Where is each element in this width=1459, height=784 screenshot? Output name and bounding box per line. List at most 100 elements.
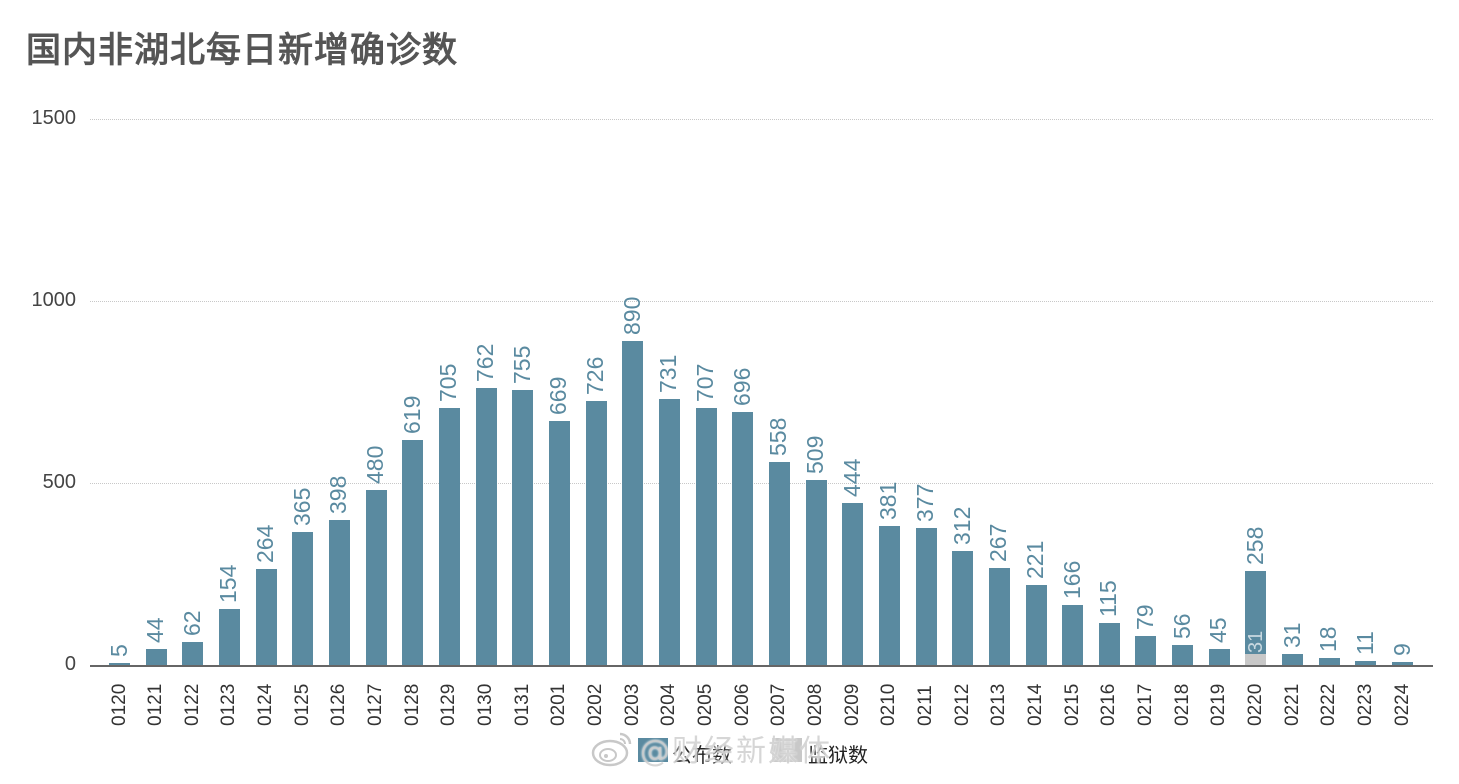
- legend-swatch-published: [638, 738, 668, 762]
- x-tick-label-0223: 0223: [1355, 683, 1376, 726]
- bar-0224: [1392, 661, 1413, 665]
- gridline: [90, 483, 1433, 484]
- data-label-0124: 264: [252, 524, 278, 563]
- bar-0222: [1319, 658, 1340, 665]
- bar-0123: [219, 608, 240, 665]
- bar-0210: [879, 526, 900, 665]
- x-tick-label-0124: 0124: [255, 683, 276, 726]
- x-tick-label-0129: 0129: [438, 683, 459, 726]
- x-tick-label-0126: 0126: [328, 683, 349, 726]
- x-tick-label-0130: 0130: [475, 683, 496, 726]
- bar-0217: [1135, 636, 1156, 665]
- bar-0120: [109, 663, 130, 665]
- x-tick-label-0213: 0213: [988, 683, 1009, 726]
- bar-0219: [1209, 648, 1230, 665]
- x-tick-label-0202: 0202: [585, 683, 606, 726]
- bar-0208: [806, 479, 827, 665]
- bar-0207: [769, 461, 790, 665]
- x-tick-label-0205: 0205: [695, 683, 716, 726]
- y-tick-label: 1000: [31, 289, 77, 311]
- data-label-0221: 31: [1279, 622, 1305, 648]
- weibo-logo-icon: [591, 732, 632, 767]
- data-label-0211: 377: [912, 483, 938, 522]
- x-tick-label-0121: 0121: [145, 683, 166, 726]
- bar-0204: [659, 398, 680, 665]
- bar-0126: [329, 520, 350, 665]
- y-tick-label: 1500: [31, 107, 77, 129]
- prison-label-0220: 31: [1245, 630, 1267, 653]
- data-label-0214: 221: [1022, 540, 1048, 579]
- data-label-0213: 267: [985, 523, 1011, 562]
- bar-0131: [512, 390, 533, 665]
- x-tick-label-0218: 0218: [1172, 683, 1193, 726]
- x-tick-label-0203: 0203: [622, 683, 643, 726]
- x-tick-label-0122: 0122: [182, 683, 203, 726]
- x-tick-label-0211: 0211: [915, 685, 936, 726]
- bar-0223: [1355, 660, 1376, 665]
- legend-label-published: 公布数: [672, 743, 732, 767]
- x-tick-label-0209: 0209: [842, 683, 863, 726]
- bar-0128: [402, 439, 423, 665]
- x-tick-label-0201: 0201: [548, 683, 569, 726]
- x-tick-label-0207: 0207: [768, 683, 789, 726]
- bar-0213: [989, 567, 1010, 665]
- data-label-0201: 669: [545, 376, 571, 415]
- data-label-0125: 365: [289, 487, 315, 526]
- bar-0203: [622, 341, 643, 665]
- gridline: [90, 119, 1433, 120]
- data-label-0216: 115: [1095, 580, 1121, 617]
- x-tick-label-0131: 0131: [512, 683, 533, 726]
- bar-0215: [1062, 604, 1083, 665]
- data-label-0209: 444: [839, 458, 865, 497]
- bar-0220: [1245, 571, 1266, 654]
- data-label-0129: 705: [435, 363, 461, 402]
- bar-0202: [586, 400, 607, 665]
- data-label-0130: 762: [472, 343, 498, 382]
- x-tick-label-0224: 0224: [1392, 683, 1413, 726]
- data-label-0208: 509: [802, 435, 828, 474]
- gridline: [90, 301, 1433, 302]
- x-tick-label-0210: 0210: [878, 683, 899, 726]
- data-label-0219: 45: [1205, 617, 1231, 643]
- data-label-0222: 18: [1315, 626, 1341, 652]
- bar-0201: [549, 421, 570, 665]
- x-tick-label-0215: 0215: [1062, 683, 1083, 726]
- bar-prison-0220: [1245, 653, 1266, 665]
- data-label-0120: 5: [106, 644, 132, 657]
- x-tick-label-0214: 0214: [1025, 683, 1046, 726]
- x-tick-label-0216: 0216: [1098, 683, 1119, 726]
- x-tick-label-0125: 0125: [292, 683, 313, 726]
- data-label-0217: 79: [1132, 604, 1158, 630]
- legend-label-prison: 监狱数: [808, 743, 868, 767]
- data-label-0128: 619: [399, 395, 425, 434]
- data-label-0127: 480: [362, 445, 388, 484]
- bar-0127: [366, 490, 387, 665]
- bar-0211: [916, 527, 937, 665]
- data-label-0205: 707: [692, 363, 718, 402]
- bar-0125: [292, 532, 313, 665]
- data-label-0203: 890: [619, 296, 645, 335]
- x-tick-label-0217: 0217: [1135, 683, 1156, 726]
- x-tick-label-0127: 0127: [365, 683, 386, 726]
- data-label-0215: 166: [1059, 560, 1085, 599]
- bar-0124: [256, 568, 277, 665]
- x-axis-line: [90, 665, 1433, 667]
- y-tick-label: 0: [64, 653, 76, 675]
- bar-0221: [1282, 653, 1303, 665]
- bar-0129: [439, 408, 460, 665]
- bar-0130: [476, 387, 497, 665]
- data-label-0123: 154: [215, 564, 241, 603]
- x-tick-label-0120: 0120: [109, 683, 130, 726]
- x-tick-label-0212: 0212: [952, 683, 973, 726]
- bar-0121: [146, 648, 167, 665]
- data-label-0218: 56: [1169, 613, 1195, 639]
- data-label-0121: 44: [142, 617, 168, 643]
- x-tick-label-0220: 0220: [1245, 683, 1266, 726]
- data-label-0122: 62: [179, 610, 205, 636]
- bar-0205: [696, 407, 717, 665]
- data-label-0202: 726: [582, 356, 608, 395]
- legend: 公布数 监狱数: [0, 738, 1459, 767]
- data-label-0204: 731: [655, 354, 681, 393]
- x-tick-label-0222: 0222: [1318, 683, 1339, 726]
- data-label-0220: 258: [1242, 526, 1268, 565]
